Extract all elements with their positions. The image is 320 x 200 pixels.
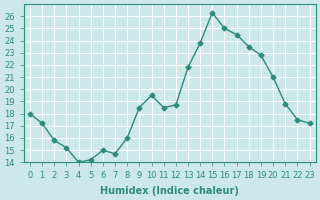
X-axis label: Humidex (Indice chaleur): Humidex (Indice chaleur) xyxy=(100,186,239,196)
